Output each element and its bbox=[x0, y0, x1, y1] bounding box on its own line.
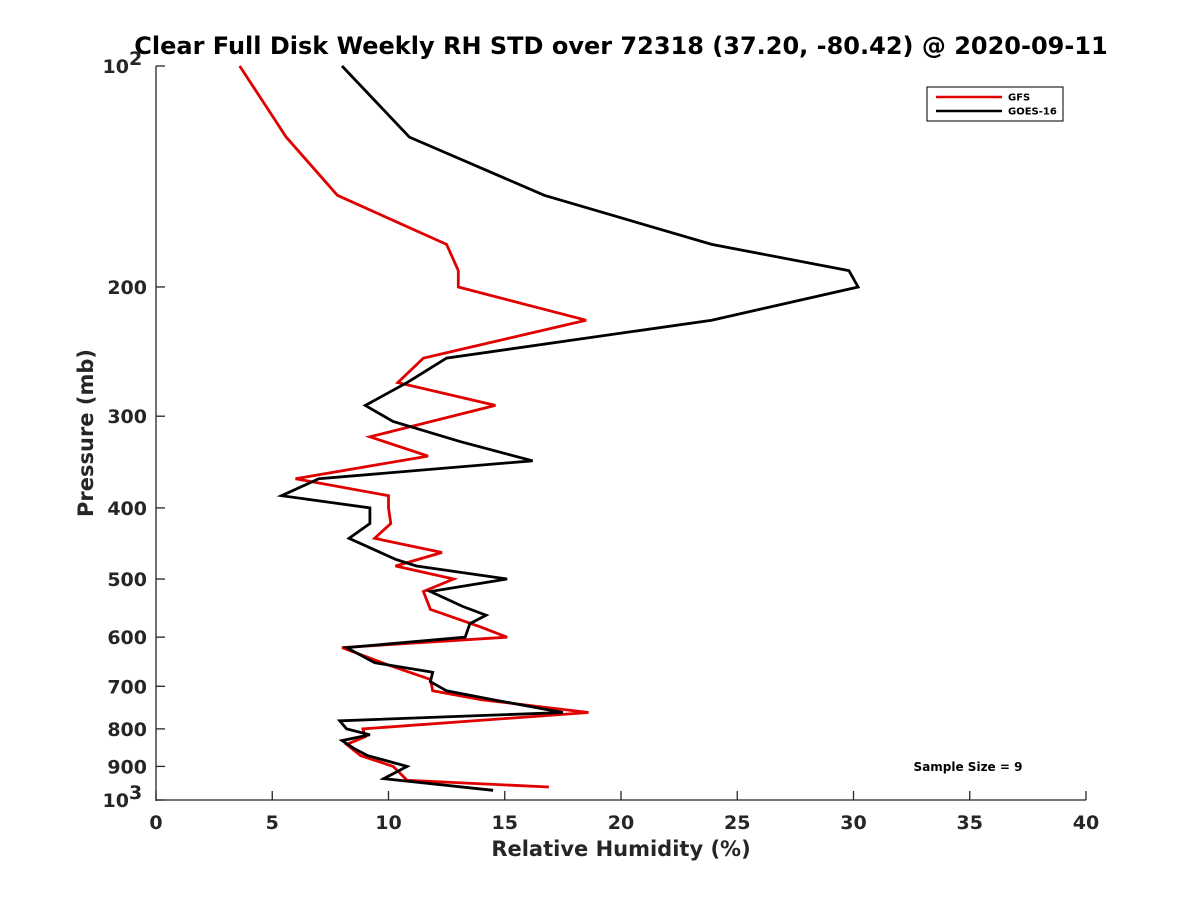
y-tick-label: 10 bbox=[103, 790, 129, 812]
x-tick-label: 10 bbox=[375, 812, 401, 834]
y-tick-label: 700 bbox=[107, 676, 147, 698]
x-tick-label: 15 bbox=[492, 812, 518, 834]
y-tick-exponent: 3 bbox=[129, 782, 142, 804]
legend-box bbox=[926, 86, 1064, 122]
y-tick-label: 600 bbox=[107, 627, 147, 649]
x-tick-label: 20 bbox=[608, 812, 634, 834]
x-tick-label: 35 bbox=[957, 812, 983, 834]
y-tick-label: 400 bbox=[107, 498, 147, 520]
x-tick-label: 40 bbox=[1073, 812, 1099, 834]
sample-size-annotation: Sample Size = 9 bbox=[914, 760, 1023, 774]
y-tick-label: 500 bbox=[107, 569, 147, 591]
y-tick-exponent: 2 bbox=[129, 48, 142, 70]
y-tick-label: 800 bbox=[107, 719, 147, 741]
x-tick-label: 5 bbox=[266, 812, 279, 834]
legend-label-goes-16: GOES-16 bbox=[1008, 107, 1057, 118]
series-line-goes-16 bbox=[276, 65, 861, 792]
y-tick-label: 900 bbox=[107, 756, 147, 778]
y-tick-label: 200 bbox=[107, 277, 147, 299]
y-tick-label: 300 bbox=[107, 406, 147, 428]
x-tick-label: 30 bbox=[840, 812, 866, 834]
series-line-gfs bbox=[238, 65, 589, 789]
x-tick-label: 0 bbox=[149, 812, 162, 834]
y-axis-label: Pressure (mb) bbox=[74, 349, 98, 517]
chart-title: Clear Full Disk Weekly RH STD over 72318… bbox=[134, 32, 1107, 60]
y-tick-label: 10 bbox=[103, 56, 129, 78]
legend-label-gfs: GFS bbox=[1008, 93, 1030, 104]
x-tick-label: 25 bbox=[724, 812, 750, 834]
legend: GFS GOES-16 bbox=[926, 86, 1064, 122]
x-axis-label: Relative Humidity (%) bbox=[491, 837, 750, 861]
